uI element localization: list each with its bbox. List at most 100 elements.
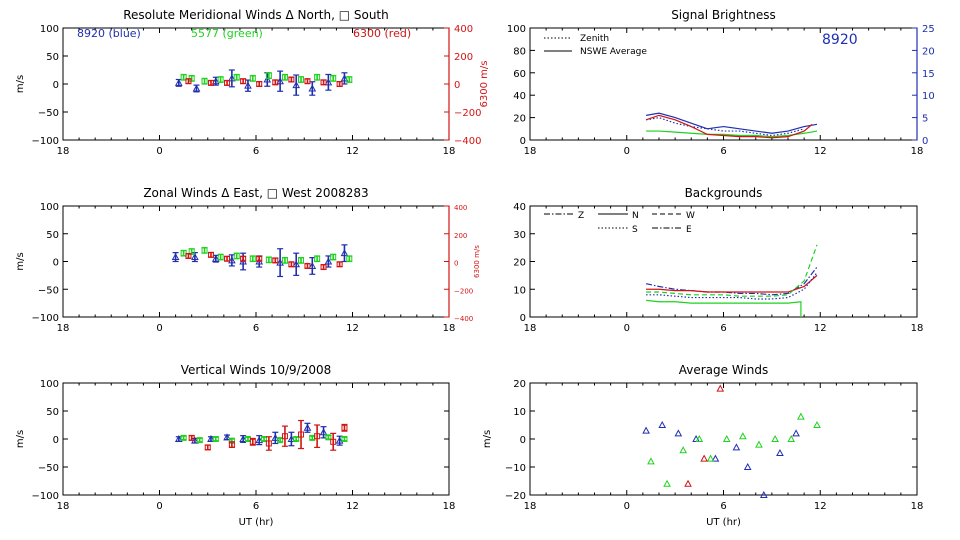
y-tick-label: 80	[513, 46, 526, 57]
data-point	[647, 457, 655, 465]
x-axis-label: UT (hr)	[239, 517, 274, 528]
series-annotation: 8920 (blue)	[77, 27, 141, 40]
x-tick-label: 18	[911, 501, 924, 512]
x-tick-label: 12	[346, 501, 359, 512]
panel-title: Zonal Winds Δ East, □ West 2008283	[143, 186, 368, 200]
panel-zonal: Zonal Winds Δ East, □ West 2008283 18 0 6 12…	[15, 186, 481, 334]
data-point	[211, 254, 220, 262]
data-point	[739, 432, 747, 440]
series-5577-green-	[180, 247, 353, 264]
right-y-tick-label: 200	[454, 232, 467, 240]
series-6300-red-	[185, 76, 343, 87]
data-point	[224, 79, 231, 86]
series-6300-red-	[188, 419, 348, 451]
data-point	[287, 434, 296, 442]
right-y-tick-label: −200	[454, 108, 481, 119]
data-point	[240, 255, 247, 262]
panel-title: Backgrounds	[685, 186, 763, 200]
x-tick-label: 6	[720, 146, 726, 157]
data-point	[314, 433, 321, 440]
data-point	[813, 420, 821, 428]
data-point	[277, 437, 284, 444]
data-point	[663, 479, 671, 487]
plot-frame	[62, 27, 450, 141]
data-point	[324, 78, 333, 86]
data-point	[171, 253, 180, 261]
data-point	[201, 78, 208, 85]
data-point	[330, 75, 337, 82]
panel-average: Average Winds 18 0 6 12 18 20 10 0 −10 −20 m/s UT (h…	[482, 363, 923, 528]
x-tick-label: 18	[57, 501, 70, 512]
data-point	[340, 249, 349, 257]
x-tick-label: 6	[253, 501, 259, 512]
series-red-2	[684, 384, 725, 487]
x-tick-label: 0	[156, 323, 162, 334]
data-point	[188, 248, 195, 255]
data-point	[340, 74, 349, 82]
data-point	[272, 79, 279, 86]
series-6300-red-	[185, 251, 343, 271]
x-tick-label: 12	[346, 323, 359, 334]
plot-frame	[529, 27, 918, 141]
data-point	[249, 255, 256, 262]
data-point	[201, 247, 208, 254]
data-point	[281, 257, 288, 264]
data-point	[711, 454, 720, 462]
data-point	[679, 446, 688, 454]
y-tick-label: 0	[520, 136, 526, 147]
x-tick-label: 18	[443, 146, 456, 157]
x-tick-label: 0	[624, 146, 630, 157]
series-w	[646, 244, 818, 297]
data-point	[320, 79, 327, 86]
series-8920-blue-	[174, 422, 344, 447]
y-tick-label: 0	[53, 258, 59, 269]
right-y-tick-label: 15	[922, 69, 935, 80]
data-point	[191, 253, 199, 261]
data-point	[276, 258, 284, 266]
series-5577-green-	[180, 434, 348, 444]
data-point	[281, 74, 288, 81]
right-y-tick-label: 400	[454, 204, 467, 212]
data-point	[217, 254, 224, 261]
x-tick-label: 0	[624, 323, 630, 334]
right-y-tick-label: 200	[454, 52, 473, 63]
data-point	[304, 262, 311, 269]
panel-vertical: Vertical Winds 10/9/2008 18 0 6 12 18 100 50 0 −5…	[15, 363, 455, 528]
y-axis-label: m/s	[15, 430, 26, 448]
data-point	[292, 81, 301, 89]
data-point	[346, 255, 353, 262]
x-tick-label: 18	[57, 323, 70, 334]
data-point	[192, 84, 201, 92]
y-tick-label: −100	[32, 136, 59, 147]
data-point	[185, 252, 192, 259]
series-line	[645, 116, 805, 137]
data-point	[185, 78, 192, 85]
data-point	[240, 78, 247, 85]
data-point	[308, 84, 317, 92]
series-line	[645, 266, 818, 296]
y-tick-label: 40	[513, 91, 526, 102]
right-axis-label: 6300 m/s	[479, 61, 490, 108]
right-y-tick-label: 10	[922, 91, 935, 102]
data-point	[716, 384, 725, 392]
y-tick-label: −50	[38, 285, 59, 296]
y-tick-label: 40	[513, 202, 526, 213]
data-point	[263, 75, 272, 83]
data-point	[233, 252, 240, 259]
y-tick-label: 50	[46, 52, 59, 63]
series-line	[645, 114, 813, 139]
data-point	[341, 424, 348, 431]
y-tick-label: 30	[513, 230, 526, 241]
panel-title: Vertical Winds 10/9/2008	[181, 363, 332, 377]
y-tick-label: 100	[40, 24, 59, 35]
x-tick-label: 18	[524, 323, 537, 334]
right-y-tick-label: 25	[922, 24, 935, 35]
y-tick-label: −20	[505, 491, 526, 502]
data-point	[196, 437, 203, 444]
x-tick-label: 18	[443, 323, 456, 334]
plot-frame	[529, 205, 918, 318]
x-tick-label: 18	[443, 501, 456, 512]
y-tick-label: −100	[32, 491, 59, 502]
x-tick-label: 0	[624, 501, 630, 512]
x-tick-label: 18	[524, 501, 537, 512]
